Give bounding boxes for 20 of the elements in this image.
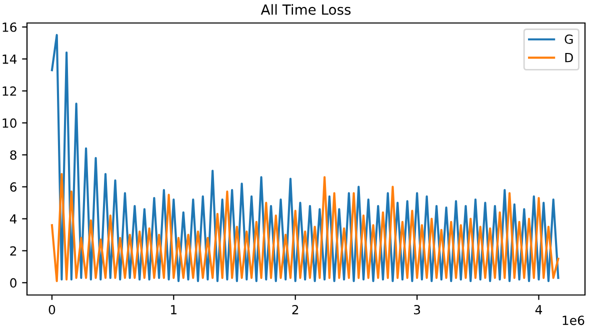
- text: 1e6: [562, 316, 584, 326]
- x-tick-label: 1: [171, 305, 176, 314]
- y-tick-label: 16: [2, 22, 16, 32]
- y-tick-label: 10: [2, 118, 16, 128]
- y-tick-label: 8: [10, 150, 16, 160]
- y-tick-label: 14: [2, 54, 17, 64]
- legend-label: G: [564, 34, 573, 44]
- line-series: [50, 172, 560, 282]
- x-tick-label: 2: [292, 304, 298, 314]
- legend-label: D: [565, 52, 573, 62]
- x-tick-label: 0: [48, 304, 56, 314]
- line-series: [50, 34, 560, 282]
- y-tick-label: 0: [10, 278, 16, 288]
- y-tick-label: 2: [10, 246, 16, 256]
- y-tick-label: 12: [2, 86, 16, 96]
- y-tick-label: 4: [10, 214, 17, 224]
- x-tick-label: 4: [535, 305, 542, 314]
- chart-title: All Time Loss: [260, 4, 351, 15]
- y-tick-label: 6: [10, 182, 16, 192]
- x-tick-label: 3: [414, 304, 420, 314]
